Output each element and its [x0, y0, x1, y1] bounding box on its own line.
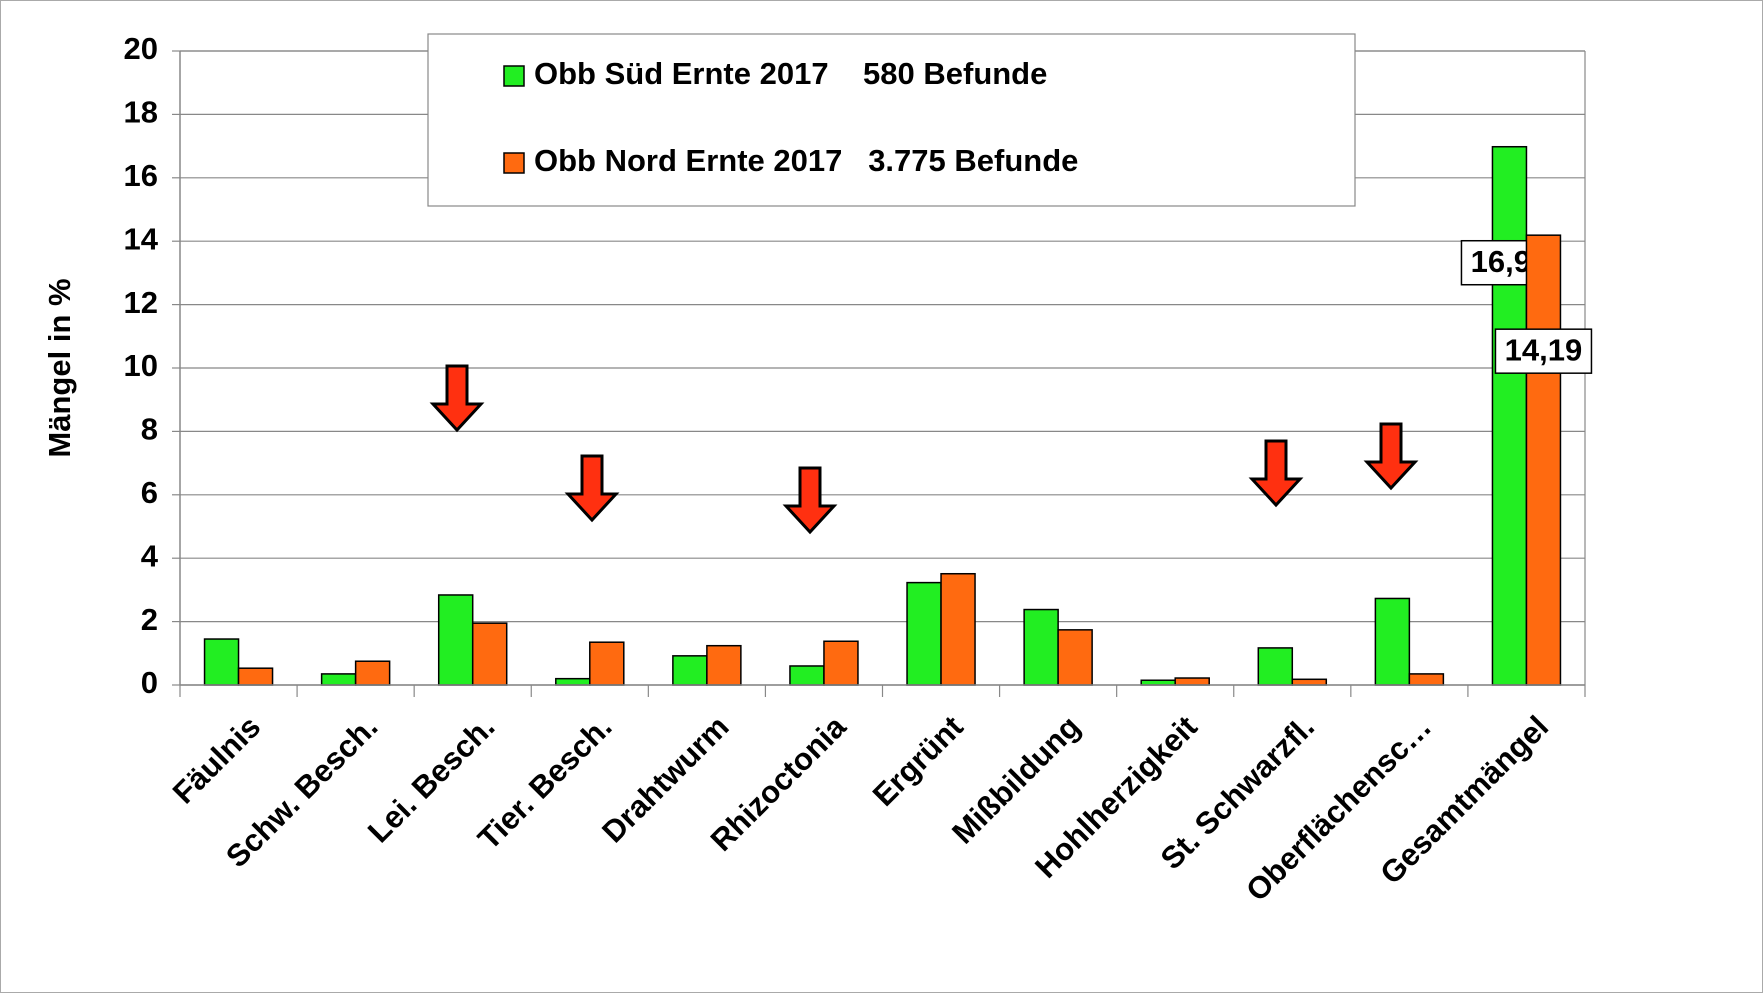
bar: [354, 660, 391, 686]
bar: [589, 641, 625, 686]
bar: [1057, 629, 1093, 686]
arrow: [782, 466, 838, 535]
bar: [1257, 647, 1294, 686]
arrow: [1248, 439, 1304, 508]
bar: [1291, 678, 1328, 686]
legend: Obb Süd Ernte 2017 580 Befunde Obb Nord E…: [427, 33, 1356, 207]
y-axis-title: Mängel in %: [42, 278, 77, 457]
y-tick-label: 8: [141, 412, 158, 447]
bar: [1174, 677, 1210, 686]
bar: [320, 673, 357, 686]
legend-label: Obb Nord Ernte 2017 3.775 Befunde: [534, 143, 1078, 178]
bar: [940, 572, 976, 686]
y-tick-label: 0: [141, 665, 158, 700]
arrow: [564, 454, 620, 523]
bar: [1408, 673, 1445, 686]
y-tick-label: 10: [124, 348, 158, 383]
value-label-box: [1494, 328, 1593, 374]
bar: [672, 655, 708, 686]
y-tick-label: 12: [124, 285, 158, 320]
legend-swatch: [503, 152, 525, 174]
y-tick-label: 14: [124, 221, 159, 256]
bar: [237, 667, 274, 686]
legend-swatch: [503, 65, 525, 87]
bar: [1491, 145, 1528, 686]
y-tick-label: 16: [124, 158, 158, 193]
value-label: 14,19: [1494, 328, 1593, 374]
value-label-text: 14,19: [1505, 332, 1583, 367]
bar: [555, 677, 591, 686]
bar: [1525, 234, 1562, 686]
y-tick-label: 6: [141, 475, 158, 510]
bar: [437, 594, 474, 686]
y-tick-label: 20: [124, 31, 158, 66]
bar: [906, 581, 942, 686]
y-tick-label: 18: [124, 95, 158, 130]
bar: [823, 640, 859, 686]
arrow: [1363, 422, 1419, 491]
bar: [706, 644, 742, 686]
arrows: [429, 364, 1419, 535]
bar: [789, 665, 825, 686]
y-tick-label: 2: [141, 602, 158, 637]
bar: [1374, 597, 1411, 686]
legend-label: Obb Süd Ernte 2017 580 Befunde: [534, 56, 1047, 91]
arrow: [429, 364, 485, 433]
legend-box: [427, 33, 1356, 207]
bar: [203, 638, 240, 686]
y-tick-label: 4: [141, 538, 159, 573]
bar: [1023, 608, 1059, 686]
bar: [471, 622, 508, 686]
